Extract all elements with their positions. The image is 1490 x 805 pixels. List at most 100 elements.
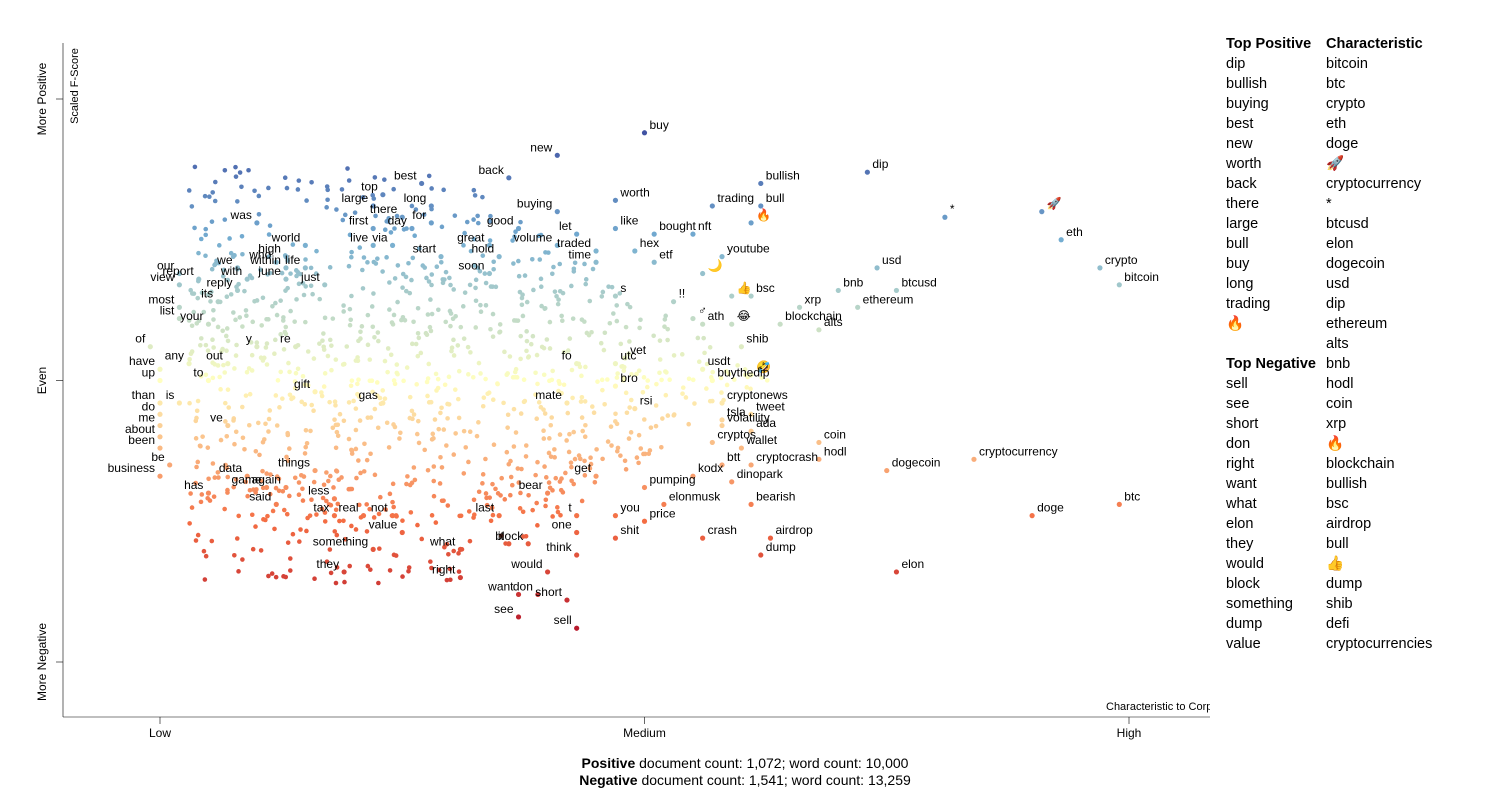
term-label[interactable]: 🔥: [756, 208, 771, 222]
term-point[interactable]: [176, 315, 182, 322]
term-point[interactable]: [612, 513, 619, 519]
term-point[interactable]: [234, 265, 241, 271]
term-point[interactable]: [864, 169, 870, 175]
term-label[interactable]: me: [138, 411, 155, 425]
characteristic-term[interactable]: btcusd: [1326, 216, 1369, 232]
term-label[interactable]: eth: [1066, 225, 1083, 239]
term-label[interactable]: first: [349, 213, 369, 227]
characteristic-term[interactable]: *: [1326, 196, 1332, 212]
term-point[interactable]: [690, 473, 696, 479]
term-label[interactable]: data: [219, 461, 243, 475]
characteristic-term[interactable]: bullish: [1326, 476, 1368, 492]
term-label[interactable]: large: [341, 191, 368, 205]
term-point[interactable]: [283, 254, 289, 260]
term-point[interactable]: [157, 445, 163, 451]
term-label[interactable]: 🌙: [708, 259, 723, 273]
term-point[interactable]: [399, 529, 405, 536]
term-point[interactable]: [515, 591, 522, 598]
top-positive-term[interactable]: large: [1226, 216, 1259, 232]
term-point[interactable]: [719, 254, 725, 260]
term-point[interactable]: [554, 209, 560, 215]
term-point[interactable]: [322, 282, 328, 288]
term-point[interactable]: [389, 242, 396, 248]
term-point[interactable]: [428, 220, 434, 226]
characteristic-term[interactable]: defi: [1326, 616, 1350, 632]
term-point[interactable]: [574, 231, 580, 237]
term-label[interactable]: bear: [519, 478, 543, 492]
term-point[interactable]: [302, 242, 308, 248]
term-label[interactable]: real: [338, 501, 358, 515]
top-negative-term[interactable]: something: [1226, 596, 1293, 612]
term-point[interactable]: [167, 462, 173, 468]
term-point[interactable]: [632, 248, 638, 254]
term-label[interactable]: bull: [766, 191, 785, 205]
term-point[interactable]: [816, 327, 822, 333]
term-point[interactable]: [312, 389, 318, 395]
term-point[interactable]: [893, 287, 900, 294]
top-negative-term[interactable]: don: [1226, 436, 1251, 452]
term-label[interactable]: nft: [698, 219, 712, 233]
top-positive-term[interactable]: new: [1226, 136, 1253, 152]
term-point[interactable]: [331, 513, 338, 519]
term-point[interactable]: [244, 276, 250, 282]
top-negative-term[interactable]: want: [1226, 476, 1257, 492]
term-label[interactable]: back: [478, 163, 504, 177]
term-point[interactable]: [506, 541, 512, 547]
term-label[interactable]: was: [230, 208, 252, 222]
term-point[interactable]: [157, 411, 163, 417]
term-point[interactable]: [1029, 513, 1035, 519]
term-point[interactable]: [147, 344, 153, 350]
characteristic-term[interactable]: 🚀: [1326, 156, 1345, 172]
term-label[interactable]: it: [498, 529, 505, 543]
term-label[interactable]: for: [412, 208, 426, 222]
term-label[interactable]: to: [193, 366, 203, 380]
term-point[interactable]: [574, 552, 580, 558]
top-positive-term[interactable]: best: [1226, 116, 1254, 132]
characteristic-term[interactable]: 👍: [1326, 556, 1345, 572]
term-label[interactable]: xrp: [805, 292, 822, 306]
term-point[interactable]: [1039, 209, 1045, 215]
term-point[interactable]: [380, 400, 386, 406]
term-label[interactable]: alts: [824, 315, 843, 329]
term-label[interactable]: cryptos: [717, 427, 756, 441]
term-point[interactable]: [564, 400, 570, 406]
top-positive-term[interactable]: worth: [1226, 156, 1262, 172]
characteristic-term[interactable]: crypto: [1326, 96, 1366, 112]
top-negative-term[interactable]: short: [1226, 416, 1259, 432]
characteristic-term[interactable]: dump: [1326, 576, 1363, 592]
term-label[interactable]: mate: [535, 388, 562, 402]
term-label[interactable]: new: [530, 140, 552, 154]
term-point[interactable]: [486, 242, 493, 248]
top-negative-term[interactable]: dump: [1226, 616, 1263, 632]
term-point[interactable]: [690, 315, 696, 322]
characteristic-term[interactable]: bnb: [1326, 356, 1351, 372]
term-label[interactable]: time: [568, 247, 591, 261]
term-point[interactable]: [205, 490, 212, 496]
term-label[interactable]: let: [559, 219, 572, 233]
term-point[interactable]: [244, 473, 250, 479]
term-point[interactable]: [254, 344, 260, 350]
term-label[interactable]: world: [271, 230, 301, 244]
term-label[interactable]: last: [475, 501, 494, 515]
term-point[interactable]: [225, 361, 231, 367]
term-point[interactable]: [816, 456, 822, 462]
term-point[interactable]: [593, 259, 599, 265]
top-negative-term[interactable]: see: [1226, 396, 1250, 412]
term-label[interactable]: game: [232, 472, 262, 486]
term-label[interactable]: !!: [679, 287, 686, 301]
term-label[interactable]: cryptonews: [727, 388, 788, 402]
term-point[interactable]: [419, 180, 425, 187]
term-point[interactable]: [399, 214, 405, 220]
term-label[interactable]: report: [162, 264, 194, 278]
term-label[interactable]: worth: [619, 185, 649, 199]
top-positive-term[interactable]: trading: [1226, 296, 1271, 312]
term-point[interactable]: [729, 479, 735, 485]
term-point[interactable]: [176, 400, 182, 406]
top-positive-term[interactable]: bullish: [1226, 76, 1268, 92]
characteristic-term[interactable]: ethereum: [1326, 316, 1388, 332]
term-point[interactable]: [515, 225, 522, 232]
term-point[interactable]: [254, 220, 260, 226]
term-point[interactable]: [748, 293, 754, 299]
term-label[interactable]: live: [350, 230, 368, 244]
term-point[interactable]: [1116, 282, 1122, 288]
